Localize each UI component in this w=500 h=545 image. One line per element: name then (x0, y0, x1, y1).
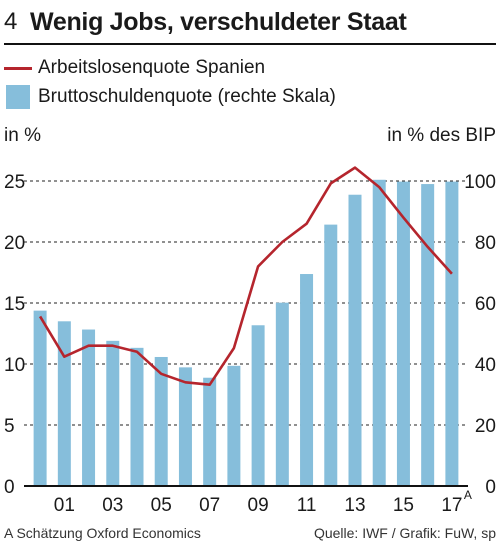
right-tick-label: 80 (475, 233, 496, 254)
debt-bar (106, 340, 120, 486)
right-axis-unit: in % des BIP (387, 125, 496, 146)
debt-bar (445, 181, 459, 487)
x-tick-label: 15 (393, 495, 414, 516)
debt-bar (178, 367, 192, 486)
left-tick-label: 5 (4, 416, 15, 437)
left-tick-label: 25 (4, 172, 25, 193)
right-tick-label: 20 (475, 416, 496, 437)
left-axis-unit: in % (4, 125, 41, 146)
debt-bar (57, 321, 71, 486)
chart-title: Wenig Jobs, verschuldeter Staat (30, 8, 407, 36)
legend-item-line: Arbeitslosenquote Spanien (4, 56, 265, 80)
title-rule (4, 43, 496, 45)
x-tick-superscript: A (464, 488, 472, 502)
x-tick-label: 17 (441, 495, 462, 516)
x-tick-label: 13 (344, 495, 365, 516)
right-tick-label: 40 (475, 355, 496, 376)
debt-bar (372, 179, 386, 486)
debt-bar (275, 302, 289, 486)
legend-item-bar: Bruttoschuldenquote (rechte Skala) (4, 85, 336, 109)
source-credit: Quelle: IWF / Grafik: FuW, sp (313, 525, 496, 541)
x-tick-label: 05 (151, 495, 172, 516)
debt-bar (348, 194, 362, 486)
left-tick-label: 0 (4, 477, 15, 498)
debt-bar (82, 329, 96, 486)
chart-number: 4 (4, 8, 18, 35)
x-tick-label: 03 (102, 495, 123, 516)
debt-bar (130, 347, 144, 486)
debt-bar (251, 325, 265, 486)
debt-bar (300, 274, 314, 486)
x-tick-label: 09 (248, 495, 269, 516)
legend-bar-swatch (6, 85, 30, 109)
unemployment-line (38, 166, 453, 387)
legend-bar-label: Bruttoschuldenquote (rechte Skala) (38, 86, 336, 107)
debt-bar (203, 377, 217, 486)
debt-bar (324, 224, 338, 487)
footnote: A Schätzung Oxford Economics (4, 525, 201, 541)
debt-bar (154, 356, 168, 486)
debt-bar (227, 365, 241, 486)
legend-line-swatch (4, 66, 32, 70)
debt-bar (33, 310, 47, 486)
debt-bar (396, 181, 410, 487)
right-tick-label: 0 (485, 477, 496, 498)
right-tick-label: 60 (475, 294, 496, 315)
left-tick-label: 10 (4, 355, 25, 376)
x-tick-label: 11 (297, 495, 317, 516)
x-tick-label: 07 (199, 495, 220, 516)
chart-header: 4 Wenig Jobs, verschuldeter Staat (4, 6, 496, 40)
x-tick-label: 01 (54, 495, 75, 516)
debt-bar (421, 184, 435, 487)
left-tick-label: 15 (4, 294, 25, 315)
legend-line-label: Arbeitslosenquote Spanien (38, 57, 266, 78)
right-tick-label: 100 (464, 172, 496, 193)
left-tick-label: 20 (4, 233, 25, 254)
